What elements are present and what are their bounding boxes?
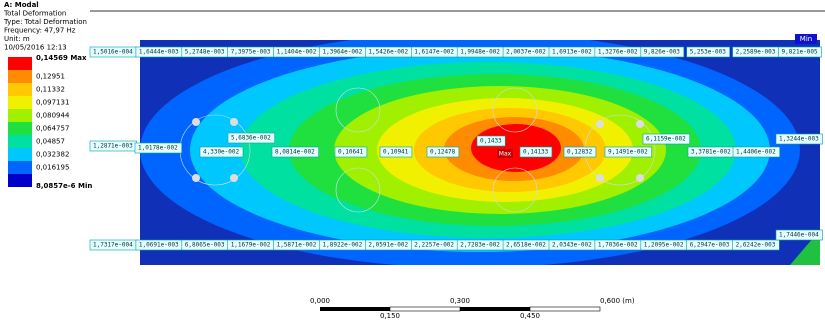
legend-swatch [8, 57, 32, 70]
probe-label: 0,12478 [430, 149, 456, 156]
legend-swatch [8, 70, 32, 83]
probe-label: 9,821e-005 [782, 49, 819, 56]
probe-label: 1,6913e-002 [552, 49, 592, 56]
legend-label: 0,032382 [36, 151, 69, 159]
max-label: Max [499, 151, 512, 158]
probe-label: 8,0814e-002 [275, 149, 315, 156]
scale-label: 0,000 [310, 297, 330, 305]
probe-label: 1,7446e-004 [779, 232, 819, 239]
probe-label: 1,8922e-002 [323, 242, 363, 249]
legend-swatch [8, 161, 32, 174]
header-line: Total Deformation [3, 10, 66, 18]
hole [192, 174, 200, 182]
viewport: Min Max A: ModalTotal DeformationType: T… [0, 0, 825, 320]
probe-label: 6,2947e-003 [690, 242, 730, 249]
probe-label: 2,6242e-003 [736, 242, 776, 249]
legend-label: 0,097131 [36, 99, 69, 107]
probe-label: 0,12832 [567, 149, 593, 156]
probe-label: 1,7317e-004 [93, 242, 133, 249]
hole [596, 120, 604, 128]
probe-label: 1,3276e-002 [598, 49, 638, 56]
scale-label: 0,150 [380, 312, 400, 320]
probe-label: 1,7036e-002 [598, 242, 638, 249]
probe-label: 1,0178e-002 [138, 145, 178, 152]
min-label: Min [800, 35, 812, 43]
scale-label: 0,600 (m) [600, 297, 635, 305]
probe-label: 1,6147e-002 [414, 49, 454, 56]
probe-label: 2,6518e-002 [506, 242, 546, 249]
header-line: 10/05/2016 12:13 [4, 44, 67, 52]
probe-label: 1,3964e-002 [323, 49, 363, 56]
probe-label: 1,9948e-002 [460, 49, 500, 56]
scale-label: 0,450 [520, 312, 540, 320]
probe-label: 2,2257e-002 [414, 242, 454, 249]
header-line: Frequency: 47,97 Hz [4, 27, 76, 35]
probe-label: 4,330e-002 [203, 149, 240, 156]
legend-label: 0,14569 Max [36, 54, 87, 62]
probe-label: 0,10941 [383, 149, 409, 156]
probe-label: 1,2871e-003 [93, 143, 133, 150]
probe-label: 3,3781e-002 [691, 149, 731, 156]
probe-label: 1,0691e-003 [139, 242, 179, 249]
legend-swatch [8, 96, 32, 109]
probe-label: 0,1433 [480, 138, 502, 145]
legend-swatch [8, 148, 32, 161]
probe-label: 2,2589e-003 [736, 49, 776, 56]
hole [596, 174, 604, 182]
probe-label: 1,2095e-002 [644, 242, 684, 249]
probe-label: 7,3975e-003 [231, 49, 271, 56]
legend-label: 0,080944 [36, 112, 70, 120]
probe-label: 2,0343e-002 [552, 242, 592, 249]
probe-label: 0,14133 [523, 149, 549, 156]
probe-label: 6,8065e-003 [185, 242, 225, 249]
scale-bar [320, 307, 600, 311]
header-line: Type: Total Deformation [3, 18, 87, 26]
probe-label: 1,6444e-003 [139, 49, 179, 56]
hole [230, 118, 238, 126]
probe-label: 0,10641 [338, 149, 364, 156]
legend-label: 0,064757 [36, 125, 69, 133]
probe-label: 6,1159e-002 [646, 136, 686, 143]
probe-label: 5,6836e-002 [231, 135, 271, 142]
probe-label: 1,5871e-002 [277, 242, 317, 249]
probe-label: 2,7283e-002 [460, 242, 500, 249]
probe-label: 2,0037e-002 [506, 49, 546, 56]
hole [230, 174, 238, 182]
probe-label: 5,2748e-003 [185, 49, 225, 56]
legend-swatch [8, 135, 32, 148]
legend-label: 0,016195 [36, 164, 69, 172]
probe-label: 1,4406e-002 [736, 149, 776, 156]
header-line: Unit: m [4, 35, 30, 43]
probe-label: 1,1679e-002 [231, 242, 271, 249]
hole [636, 120, 644, 128]
probe-label: 9,1491e-002 [608, 149, 648, 156]
legend-swatch [8, 122, 32, 135]
legend-label: 0,12951 [36, 73, 65, 81]
scale-label: 0,300 [450, 297, 470, 305]
probe-label: 9,826e-003 [644, 49, 681, 56]
probe-label: 1,3244e-003 [779, 136, 819, 143]
legend-swatch [8, 83, 32, 96]
legend-label: 0,04857 [36, 138, 65, 146]
probe-label: 1,1404e-002 [277, 49, 317, 56]
header-title: A: Modal [4, 1, 39, 9]
legend-label: 8,0857e-6 Min [36, 182, 92, 190]
legend-swatch [8, 109, 32, 122]
legend-label: 0,11332 [36, 86, 65, 94]
probe-label: 2,0591e-002 [368, 242, 408, 249]
hole [636, 174, 644, 182]
legend-swatch [8, 174, 32, 187]
probe-label: 1,5016e-004 [93, 49, 133, 56]
probe-label: 5,253e-003 [690, 49, 727, 56]
hole [192, 118, 200, 126]
probe-label: 1,5426e-002 [368, 49, 408, 56]
